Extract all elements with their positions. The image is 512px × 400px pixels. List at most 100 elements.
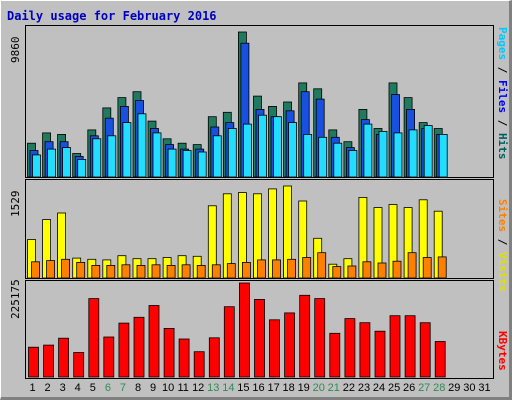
bar-sites	[437, 256, 447, 279]
bar-kbytes	[43, 344, 54, 378]
bar-pages	[408, 129, 418, 178]
x-tick-label: 29	[448, 382, 461, 394]
legend-separator: /	[496, 60, 509, 80]
bar-kbytes	[254, 298, 265, 378]
legend-hits: Hits	[496, 133, 509, 160]
bar-pages	[423, 125, 433, 178]
bar-pages	[122, 122, 132, 178]
bar-sites	[332, 266, 342, 279]
bar-sites	[422, 257, 432, 279]
legend-kbytes: KBytes	[496, 331, 509, 371]
bar-sites	[257, 259, 266, 279]
x-tick-label: 12	[192, 382, 205, 394]
x-tick-label: 3	[59, 382, 66, 394]
bar-pages	[303, 133, 313, 178]
bar-pages	[107, 135, 117, 178]
chart-title: Daily usage for February 2016	[7, 9, 217, 23]
bar-pages	[348, 150, 358, 178]
bar-pages	[288, 122, 298, 178]
bar-kbytes	[193, 351, 205, 378]
bar-sites	[392, 260, 402, 279]
legend-sites: Sites	[496, 199, 509, 233]
bar-pages	[47, 148, 56, 178]
x-tick-label: 8	[134, 382, 142, 394]
x-tick-label: 23	[357, 382, 371, 394]
bar-sites	[272, 259, 281, 279]
bar-pages	[273, 116, 282, 178]
x-tick-label: 15	[237, 382, 250, 394]
bar-kbytes	[88, 298, 100, 378]
bar-kbytes	[374, 330, 386, 378]
x-tick-label: 5	[89, 382, 96, 394]
bar-kbytes	[284, 312, 296, 378]
legend-pages: Pages	[496, 27, 509, 61]
x-tick-label: 7	[119, 382, 126, 394]
x-tick-label: 26	[402, 382, 416, 394]
bar-pages	[212, 135, 222, 178]
x-tick-label: 24	[372, 382, 386, 394]
bar-sites	[91, 264, 101, 279]
bar-pages	[363, 123, 373, 178]
bar-sites	[46, 260, 55, 279]
bar-kbytes	[58, 337, 69, 378]
bar-sites	[31, 261, 40, 279]
bar-pages	[152, 132, 162, 178]
bar-pages	[197, 151, 207, 178]
bar-pages	[182, 150, 192, 178]
bar-pages	[378, 130, 388, 178]
bar-kbytes	[329, 332, 341, 378]
bar-sites	[317, 252, 327, 279]
bar-sites	[377, 262, 387, 279]
x-tick-label: 18	[282, 382, 295, 394]
x-tick-label: 1	[29, 382, 36, 394]
x-tick-label: 11	[177, 382, 189, 394]
bar-pages	[333, 142, 343, 178]
legend-files: Files	[496, 80, 509, 114]
legend-visits: Sites / Visits	[496, 199, 509, 292]
bar-kbytes	[314, 298, 326, 378]
x-axis-labels: 1 2 3 4 5 6 7 8 9 10 11 12 13 14 15 16 17 18 19 20 21 22 23 24 2…	[25, 382, 492, 396]
bar-kbytes	[133, 316, 145, 378]
bar-kbytes	[359, 322, 371, 378]
bar-kbytes	[434, 341, 446, 378]
bar-sites	[362, 261, 372, 279]
x-tick-label: 19	[297, 382, 310, 394]
bar-pages	[318, 136, 328, 178]
bar-kbytes	[28, 346, 39, 378]
x-tick-label: 30	[463, 382, 476, 394]
bar-sites	[407, 252, 417, 279]
bar-kbytes	[163, 327, 175, 378]
bar-sites	[241, 261, 251, 279]
bar-pages	[167, 148, 177, 178]
x-tick-label: 10	[161, 382, 175, 394]
x-tick-label: 16	[252, 382, 265, 394]
bar-sites	[181, 264, 191, 279]
bar-kbytes	[208, 337, 220, 378]
bar-pages	[393, 132, 403, 178]
bar-pages	[92, 138, 102, 178]
bar-sites	[196, 264, 206, 279]
bar-kbytes	[299, 294, 311, 378]
bar-sites	[121, 264, 131, 279]
x-tick-label: 2	[44, 382, 51, 394]
bar-sites	[226, 263, 236, 279]
x-tick-label: 25	[387, 382, 401, 394]
x-tick-label: 17	[267, 382, 280, 394]
bar-kbytes	[269, 319, 280, 378]
bar-kbytes	[178, 338, 190, 378]
bar-pages	[32, 154, 41, 178]
legend-main: Pages / Files / Hits	[496, 27, 509, 160]
x-tick-label: 21	[327, 382, 340, 394]
legend-separator: /	[496, 232, 509, 252]
x-tick-label: 14	[222, 382, 235, 394]
x-tick-label: 4	[74, 382, 81, 394]
bar-sites	[302, 257, 312, 279]
bar-kbytes	[118, 322, 130, 378]
bar-sites	[61, 258, 70, 279]
bar-kbytes	[148, 305, 160, 378]
bar-kbytes	[103, 336, 115, 378]
bar-sites	[347, 265, 357, 279]
bar-pages	[137, 113, 147, 178]
